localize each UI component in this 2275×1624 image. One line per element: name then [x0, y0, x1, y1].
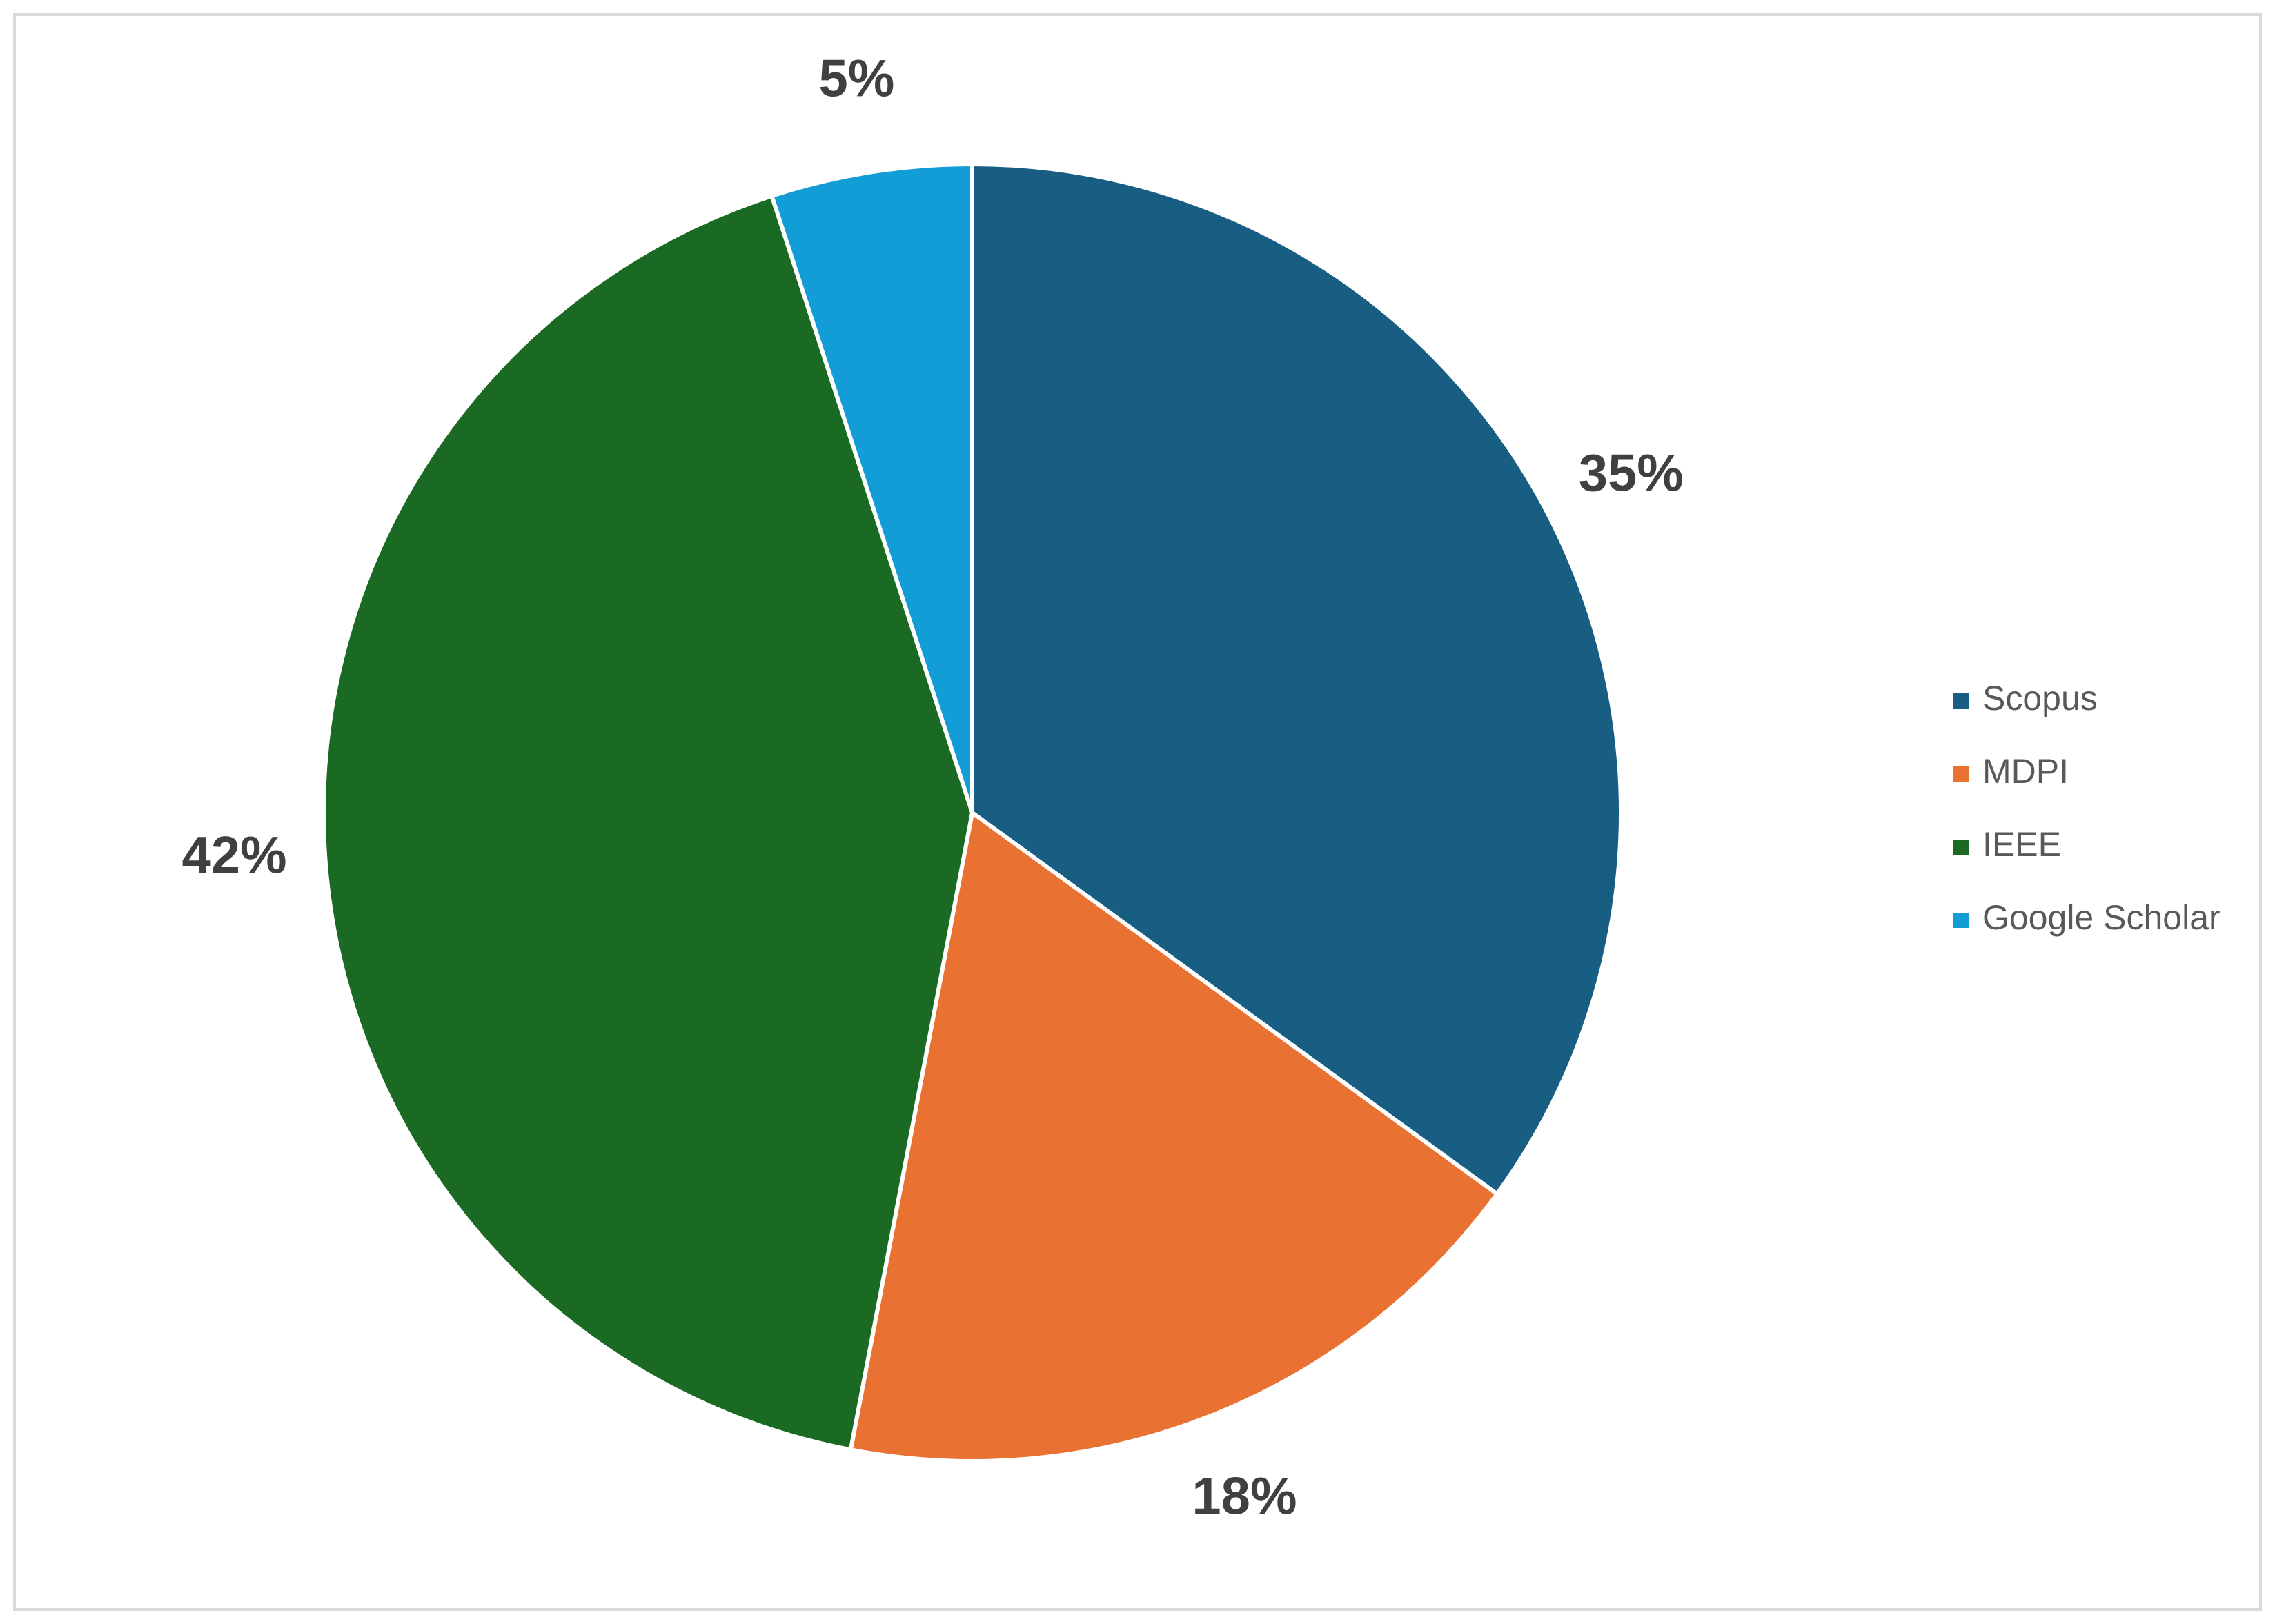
legend-label: Scopus [1982, 679, 2098, 717]
pie-slice [322, 193, 975, 1452]
legend-label: IEEE [1982, 825, 2061, 864]
legend-swatch [1953, 766, 1969, 782]
legend-swatch [1953, 693, 1969, 709]
value-label: 18% [1192, 1467, 1297, 1525]
legend-label: MDPI [1982, 752, 2069, 791]
pie-slice [848, 809, 1500, 1464]
pie-slice [769, 161, 974, 813]
legend-swatch [1953, 913, 1969, 928]
value-label: 5% [818, 50, 894, 108]
value-label: 42% [181, 826, 286, 884]
legend-swatch [1953, 840, 1969, 855]
pie-slice [970, 161, 1623, 1197]
legend-label: Google Scholar [1982, 898, 2220, 937]
value-label: 35% [1579, 444, 1684, 503]
